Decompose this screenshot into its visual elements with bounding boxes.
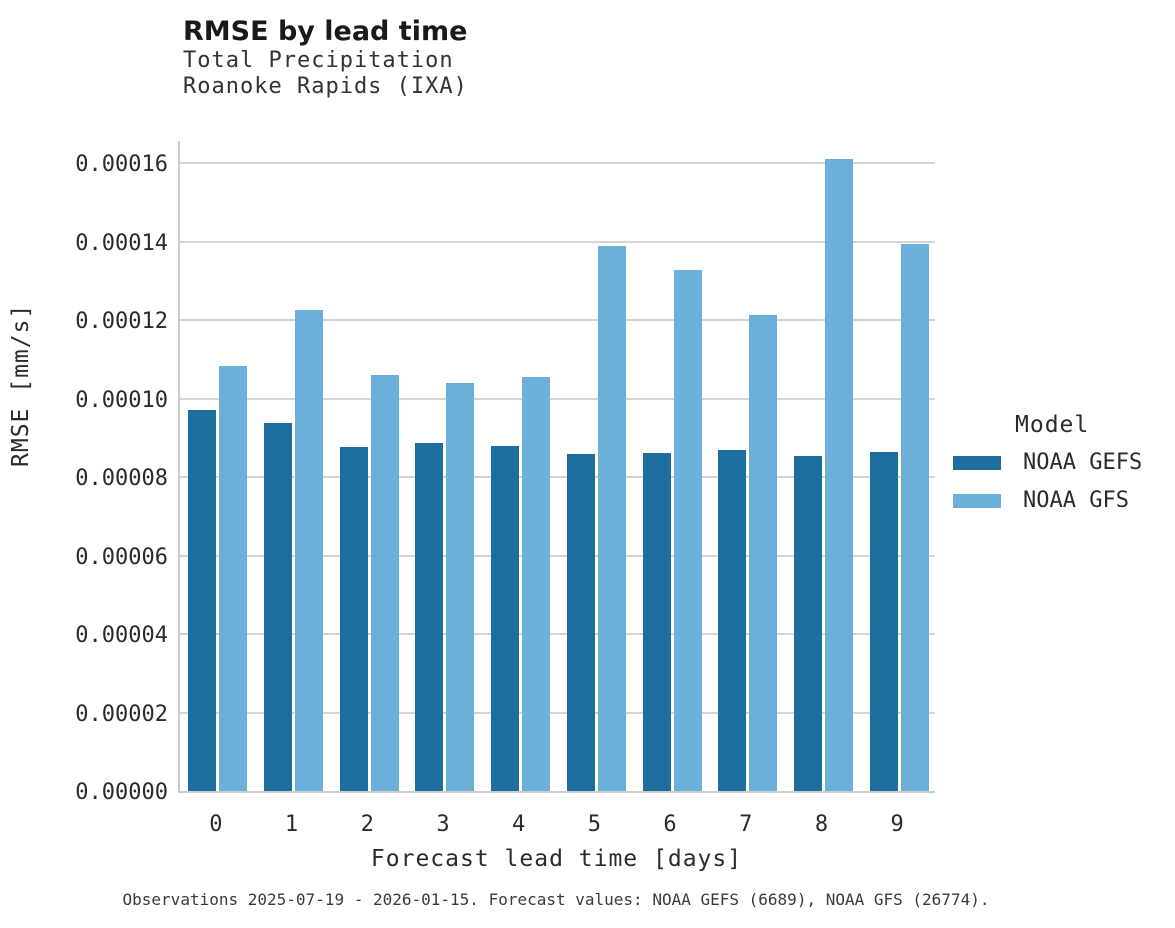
bar-noaa-gfs-day-2 — [370, 374, 399, 791]
bar-noaa-gfs-day-1 — [295, 309, 324, 791]
x-tick-label: 7 — [739, 812, 753, 837]
legend: Model NOAA GEFS NOAA GFS — [953, 412, 1142, 526]
y-tick-label: 0.00014 — [75, 230, 168, 256]
bar-noaa-gfs-day-5 — [597, 246, 626, 791]
bar-noaa-gfs-day-0 — [219, 366, 248, 791]
x-tick-label: 2 — [360, 812, 374, 837]
bar-noaa-gefs-day-3 — [415, 443, 444, 791]
legend-title: Model — [1015, 412, 1090, 438]
chart-title: RMSE by lead time — [183, 16, 468, 47]
x-tick-label: 3 — [436, 812, 450, 837]
bar-noaa-gefs-day-4 — [491, 446, 520, 791]
gridline — [180, 162, 935, 164]
bar-noaa-gefs-day-9 — [869, 451, 898, 791]
legend-swatch-gfs — [953, 493, 1001, 508]
title-block: RMSE by lead time Total Precipitation Ro… — [183, 16, 468, 100]
gridline — [180, 240, 935, 243]
bar-noaa-gfs-day-7 — [749, 314, 778, 791]
x-tick-label: 4 — [512, 812, 526, 837]
gridline — [180, 397, 935, 400]
y-tick-label: 0.00010 — [75, 387, 168, 413]
bar-noaa-gefs-day-0 — [188, 410, 217, 791]
footer-caption: Observations 2025-07-19 - 2026-01-15. Fo… — [122, 890, 990, 909]
x-tick-label: 8 — [814, 812, 829, 837]
x-tick-label: 6 — [663, 812, 677, 837]
legend-entry-gfs: NOAA GFS — [953, 488, 1142, 513]
y-tick-label: 0.00008 — [75, 466, 168, 491]
bar-noaa-gfs-day-8 — [824, 159, 853, 791]
y-tick-label: 0.00012 — [75, 309, 168, 334]
bar-noaa-gefs-day-7 — [718, 450, 747, 791]
bar-noaa-gefs-day-5 — [566, 454, 595, 791]
bar-noaa-gfs-day-6 — [673, 269, 702, 791]
x-tick-label: 9 — [890, 812, 904, 837]
bar-noaa-gfs-day-4 — [522, 376, 551, 791]
plot-area — [178, 141, 935, 793]
y-tick-label: 0.00002 — [75, 701, 168, 727]
chart-subtitle-line-1: Total Precipitation — [183, 48, 454, 73]
gridline — [180, 476, 935, 478]
bar-noaa-gefs-day-6 — [642, 453, 671, 791]
chart-subtitle-line-2: Roanoke Rapids (IXA) — [183, 74, 468, 99]
bar-noaa-gefs-day-1 — [264, 423, 293, 791]
x-tick-label: 5 — [587, 812, 601, 837]
x-axis-title: Forecast lead time [days] — [370, 846, 743, 872]
bar-noaa-gefs-day-2 — [339, 446, 368, 791]
x-tick-label: 1 — [284, 812, 299, 837]
legend-label-gfs: NOAA GFS — [1023, 488, 1129, 513]
y-tick-label: 0.00000 — [75, 780, 168, 805]
gridline — [180, 711, 935, 714]
bar-noaa-gefs-day-8 — [793, 455, 822, 791]
y-tick-label: 0.00004 — [75, 623, 168, 648]
gridline — [180, 633, 935, 635]
legend-entry-gefs: NOAA GEFS — [953, 450, 1142, 475]
bar-noaa-gfs-day-3 — [446, 382, 475, 791]
y-tick-label: 0.00016 — [75, 152, 168, 177]
bar-noaa-gfs-day-9 — [900, 243, 929, 791]
gridline — [180, 319, 935, 321]
legend-swatch-gefs — [953, 455, 1001, 470]
legend-label-gefs: NOAA GEFS — [1023, 450, 1143, 475]
y-tick-label: 0.00006 — [75, 544, 168, 570]
gridline — [180, 554, 935, 557]
x-tick-label: 0 — [209, 812, 223, 837]
